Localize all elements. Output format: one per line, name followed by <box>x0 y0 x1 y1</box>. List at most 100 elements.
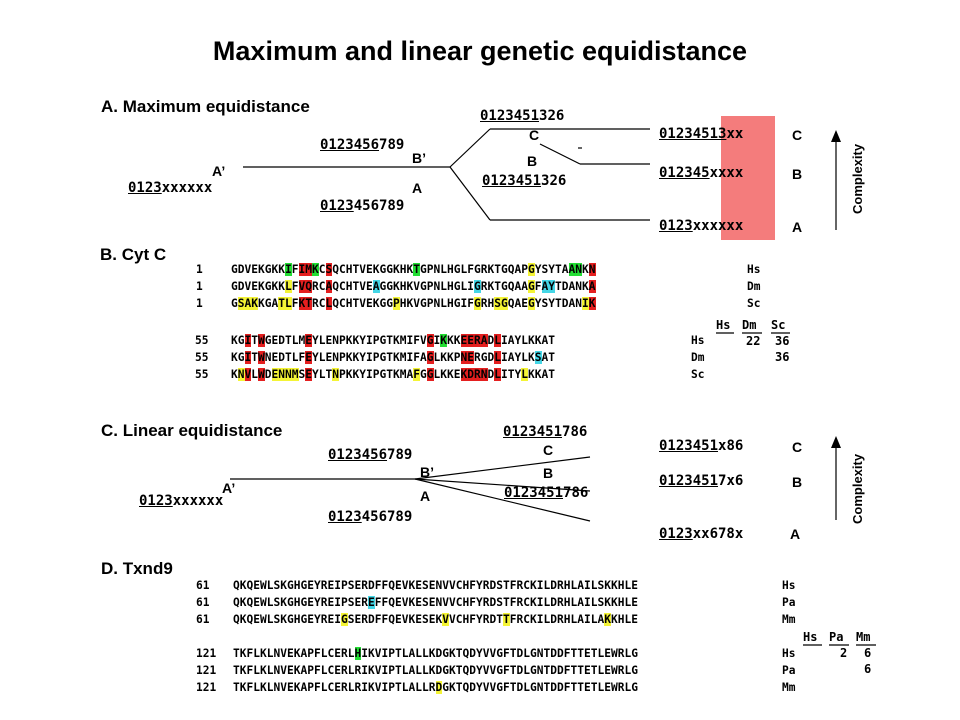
residue: W <box>260 579 267 592</box>
cytc-matrix-sc: Sc <box>771 318 786 332</box>
residue: D <box>435 647 443 660</box>
residue: K <box>582 263 589 276</box>
residue: F <box>291 280 299 293</box>
residue: G <box>474 280 481 293</box>
residue: Q <box>332 263 339 276</box>
section-b-heading: B. Cyt C <box>100 245 167 264</box>
residue: K <box>280 613 287 626</box>
residue: E <box>251 280 258 293</box>
residue: L <box>624 579 632 592</box>
residue: N <box>460 351 468 364</box>
residue: N <box>575 297 582 310</box>
residue: D <box>550 681 557 694</box>
residue: L <box>318 334 326 347</box>
residue: K <box>447 351 454 364</box>
seq-prefix: 0123451 <box>659 473 719 489</box>
leaf-c-seq: 01234513xx <box>659 126 743 142</box>
residue: G <box>426 334 434 347</box>
residue: P <box>453 351 461 364</box>
residue: P <box>339 334 346 347</box>
residue: P <box>372 334 380 347</box>
residue: W <box>611 664 618 677</box>
residue: C <box>318 263 326 276</box>
seq-suffix: 326 <box>541 173 567 189</box>
residue: A <box>597 613 605 626</box>
residue: E <box>631 613 638 626</box>
residue: F <box>381 613 389 626</box>
residue: E <box>253 613 260 626</box>
residue: K <box>368 681 375 694</box>
residue: A <box>408 664 416 677</box>
residue: G <box>530 664 537 677</box>
leaf-c-c-label: C <box>792 439 803 455</box>
residue: N <box>273 664 281 677</box>
residue: L <box>440 263 447 276</box>
residue: K <box>260 647 267 660</box>
residue: H <box>447 297 454 310</box>
residue: K <box>611 579 618 592</box>
residue: G <box>474 263 481 276</box>
residue: D <box>487 368 495 381</box>
residue: K <box>534 334 542 347</box>
residue: F <box>563 681 571 694</box>
residue: R <box>341 681 348 694</box>
residue: K <box>239 681 247 694</box>
residue: E <box>271 334 279 347</box>
residue: E <box>584 681 591 694</box>
residue: Q <box>507 297 515 310</box>
seq-prefix: 0123 <box>320 198 354 214</box>
residue: M <box>399 368 407 381</box>
residue: K <box>528 351 535 364</box>
residue: F <box>413 368 420 381</box>
residue: G <box>341 613 348 626</box>
residue: P <box>339 368 346 381</box>
residue: L <box>266 664 274 677</box>
residue: V <box>449 579 456 592</box>
seq-suffix: xx678x <box>692 526 744 542</box>
residue: G <box>300 579 308 592</box>
residue: A <box>577 596 584 609</box>
residue: N <box>237 368 245 381</box>
residue: A <box>577 579 584 592</box>
residue: Q <box>233 613 240 626</box>
residue: T <box>570 647 578 660</box>
residue: C <box>339 280 346 293</box>
residue: L <box>521 351 528 364</box>
residue: S <box>273 596 281 609</box>
residue: D <box>550 596 557 609</box>
residue: G <box>496 647 503 660</box>
residue: G <box>379 334 387 347</box>
residue: K <box>239 579 247 592</box>
residue: Y <box>476 613 483 626</box>
seq-prefix: 0123451 <box>503 424 563 440</box>
residue: T <box>352 280 360 293</box>
residue: I <box>584 579 591 592</box>
residue: R <box>361 613 368 626</box>
residue: L <box>597 664 605 677</box>
residue: T <box>395 681 402 694</box>
residue: G <box>480 351 488 364</box>
residue: Q <box>462 664 470 677</box>
alignment-species: Dm <box>747 280 761 293</box>
residue: L <box>570 579 578 592</box>
residue: W <box>611 647 618 660</box>
alignment-species: Sc <box>747 297 761 310</box>
alignment-species: Dm <box>691 351 705 364</box>
residue: Q <box>233 596 240 609</box>
residue: N <box>536 647 544 660</box>
residue: I <box>501 351 508 364</box>
residue: L <box>624 613 632 626</box>
residue: L <box>624 596 632 609</box>
residue: L <box>624 664 632 677</box>
residue: E <box>604 664 611 677</box>
residue: G <box>379 351 387 364</box>
residue: H <box>447 280 454 293</box>
residue: P <box>426 280 434 293</box>
residue: E <box>460 334 468 347</box>
residue: R <box>361 596 368 609</box>
residue: S <box>237 297 245 310</box>
residue: L <box>415 647 422 660</box>
residue: L <box>266 613 274 626</box>
residue: R <box>516 579 524 592</box>
leaf-a-label: A <box>792 219 803 235</box>
